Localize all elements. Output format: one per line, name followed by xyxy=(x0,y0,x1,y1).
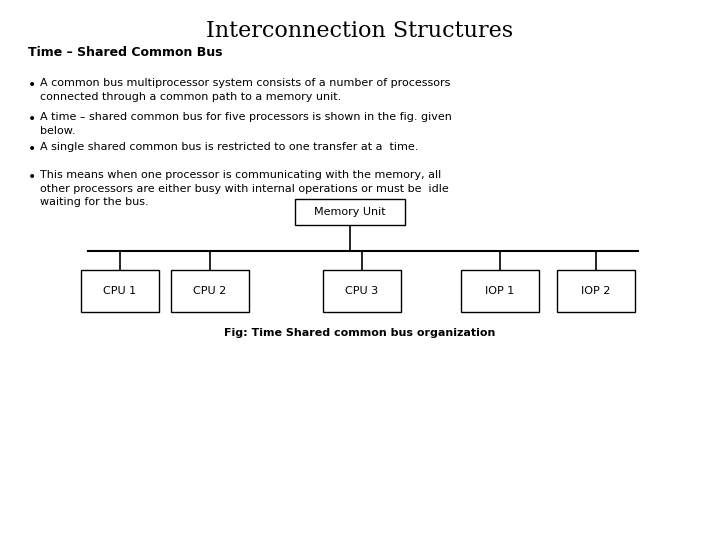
Text: This means when one processor is communicating with the memory, all
other proces: This means when one processor is communi… xyxy=(40,170,449,207)
FancyBboxPatch shape xyxy=(295,199,405,225)
Text: CPU 1: CPU 1 xyxy=(104,286,137,296)
FancyBboxPatch shape xyxy=(557,270,635,312)
Text: A single shared common bus is restricted to one transfer at a  time.: A single shared common bus is restricted… xyxy=(40,142,418,152)
FancyBboxPatch shape xyxy=(171,270,249,312)
Text: Interconnection Structures: Interconnection Structures xyxy=(207,20,513,42)
Text: A common bus multiprocessor system consists of a number of processors
connected : A common bus multiprocessor system consi… xyxy=(40,78,451,102)
Text: CPU 2: CPU 2 xyxy=(194,286,227,296)
Text: IOP 1: IOP 1 xyxy=(485,286,515,296)
FancyBboxPatch shape xyxy=(81,270,159,312)
Text: CPU 3: CPU 3 xyxy=(346,286,379,296)
Text: Fig: Time Shared common bus organization: Fig: Time Shared common bus organization xyxy=(225,328,495,338)
Text: Memory Unit: Memory Unit xyxy=(314,207,386,217)
Text: •: • xyxy=(28,142,36,156)
Text: •: • xyxy=(28,78,36,92)
FancyBboxPatch shape xyxy=(461,270,539,312)
Text: IOP 2: IOP 2 xyxy=(581,286,611,296)
Text: •: • xyxy=(28,170,36,184)
Text: •: • xyxy=(28,112,36,126)
Text: A time – shared common bus for five processors is shown in the fig. given
below.: A time – shared common bus for five proc… xyxy=(40,112,452,136)
FancyBboxPatch shape xyxy=(323,270,401,312)
Text: Time – Shared Common Bus: Time – Shared Common Bus xyxy=(28,46,222,59)
